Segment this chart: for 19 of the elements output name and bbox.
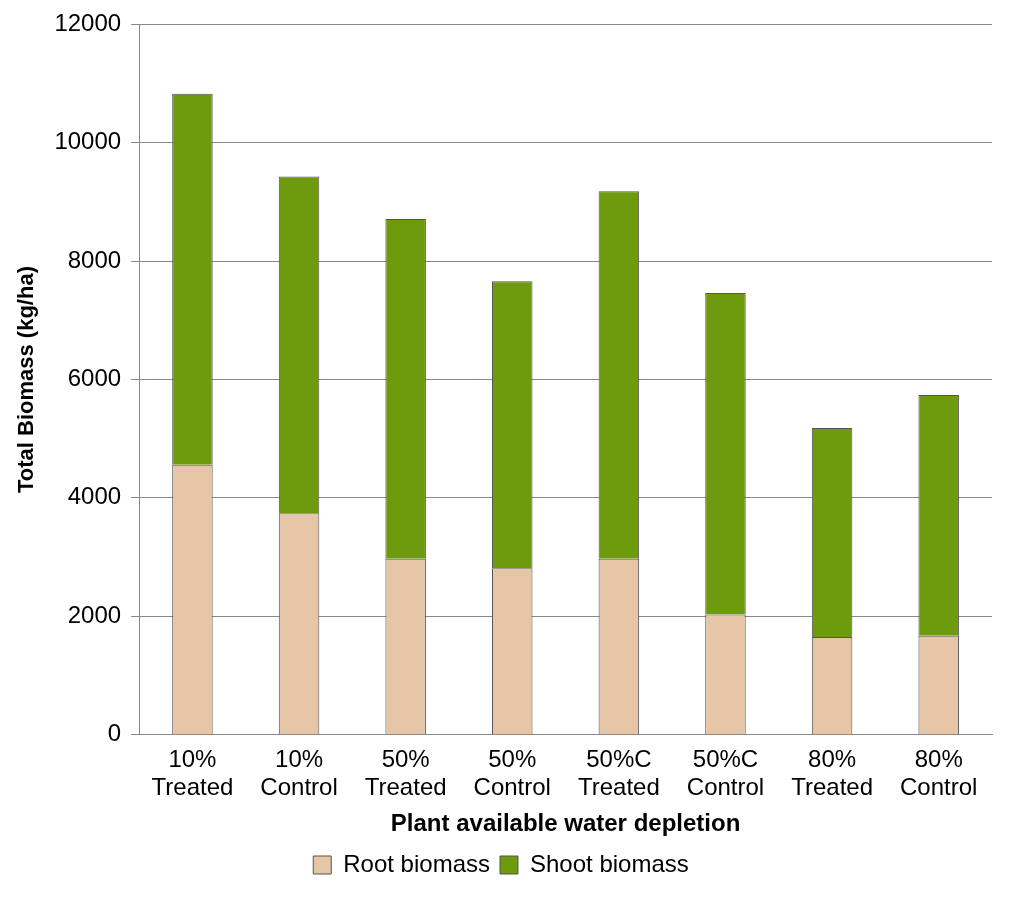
x-tick-label: 10% Treated <box>151 744 234 801</box>
x-tick-label: 50% Control <box>473 744 551 801</box>
x-tick-label: 10% Control <box>260 744 338 801</box>
x-tick-label: 80% Treated <box>791 744 873 801</box>
x-tick-label: 50%C Control <box>686 744 765 801</box>
y-tick-label: 6000 <box>67 364 122 392</box>
y-tick-label: 8000 <box>67 245 122 273</box>
y-tick-label: 12000 <box>54 9 122 37</box>
y-tick-label: 10000 <box>54 127 122 155</box>
y-axis-title: Total Biomass (kg/ha) <box>13 266 39 493</box>
y-tick-label: 4000 <box>67 482 122 510</box>
legend-label: Root biomass <box>343 849 490 877</box>
x-tick-label: 80% Control <box>900 744 978 801</box>
legend-label: Shoot biomass <box>529 849 689 877</box>
x-tick-label: 50% Treated <box>364 744 447 801</box>
x-tick-label: 50%C Treated <box>577 744 660 801</box>
x-axis-title: Plant available water depletion <box>390 809 741 837</box>
y-tick-label: 0 <box>107 719 122 747</box>
y-tick-label: 2000 <box>67 600 122 628</box>
